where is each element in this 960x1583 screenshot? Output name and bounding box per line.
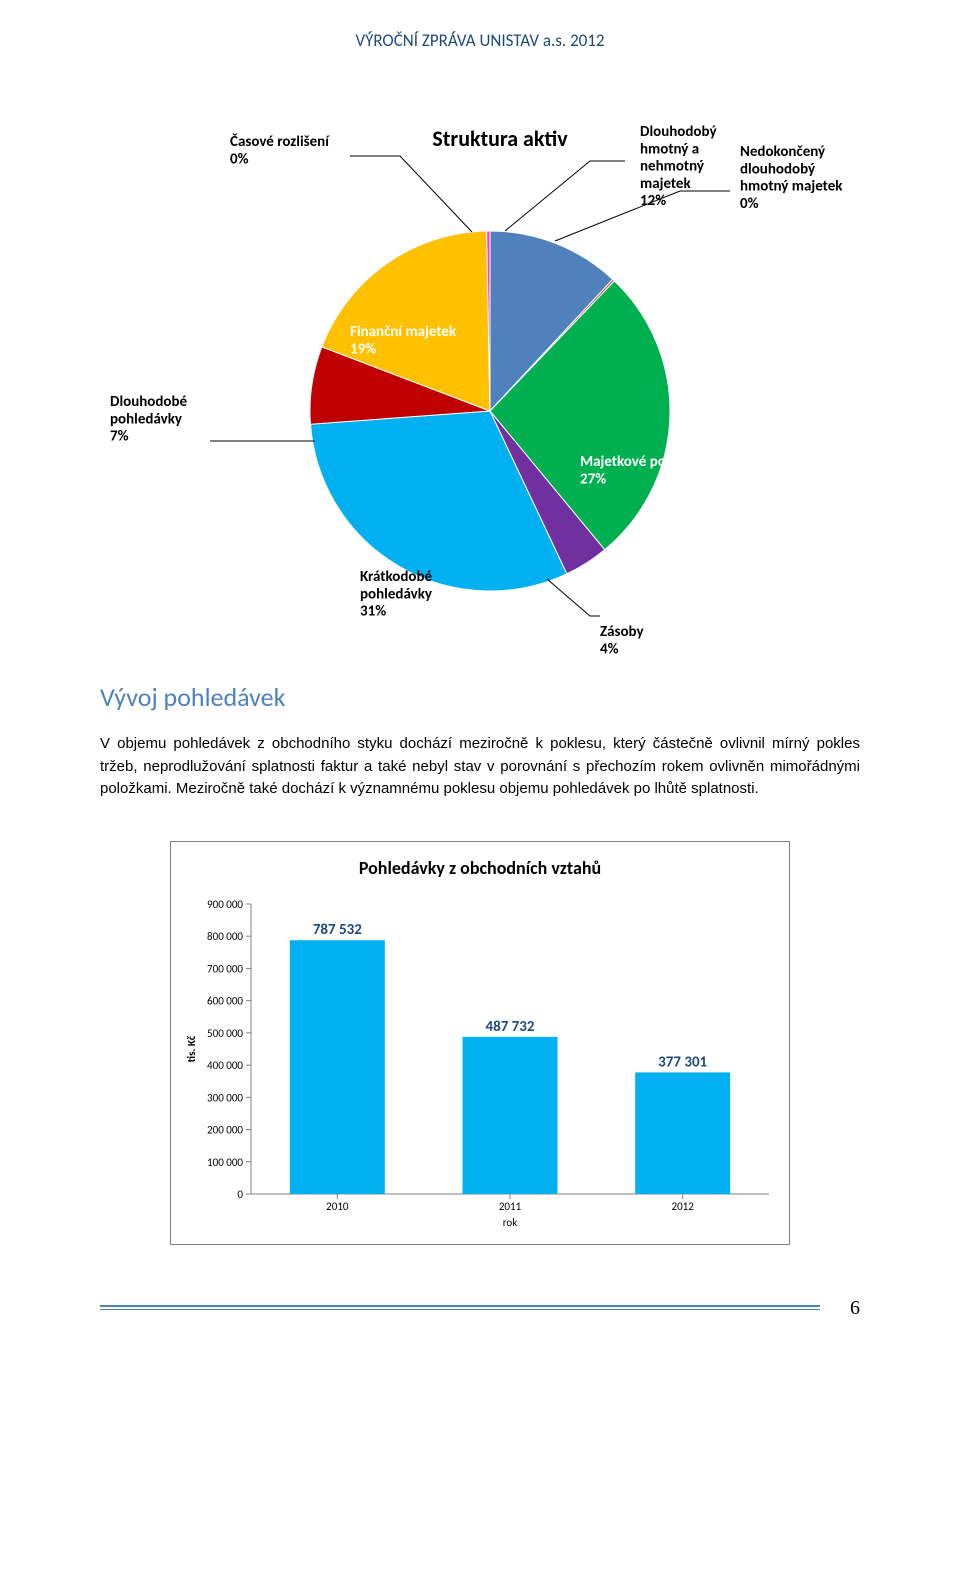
body-paragraph: V objemu pohledávek z obchodního styku d…	[100, 733, 860, 801]
y-tick-label: 600 000	[207, 994, 243, 1007]
bar-chart-title: Pohledávky z obchodních vztahů	[181, 857, 779, 879]
page-header: VÝROČNÍ ZPRÁVA UNISTAV a.s. 2012	[100, 30, 860, 51]
y-tick-label: 800 000	[207, 930, 243, 943]
y-tick-label: 100 000	[207, 1155, 243, 1168]
y-tick-label: 0	[237, 1188, 243, 1201]
bar-value-label: 787 532	[313, 921, 362, 939]
bar-value-label: 487 732	[485, 1017, 534, 1035]
pie-label: Dlouhodobépohledávky7%	[110, 393, 188, 446]
y-tick-label: 400 000	[207, 1059, 243, 1072]
y-tick-label: 700 000	[207, 962, 243, 975]
bar	[463, 1036, 558, 1193]
pie-chart: Struktura aktiv Dlouhodobýhmotný anehmotn…	[100, 111, 860, 671]
y-tick-label: 900 000	[207, 898, 243, 911]
page-number: 6	[850, 1297, 860, 1320]
pie-label: Časové rozlišení0%	[230, 132, 330, 168]
leader-line	[350, 156, 472, 232]
pie-label: Nedokončenýdlouhodobýhmotný majetek0%	[740, 143, 843, 213]
pie-svg: Struktura aktiv Dlouhodobýhmotný anehmotn…	[100, 111, 860, 671]
pie-label: Zásoby4%	[600, 623, 645, 658]
x-axis-label: rok	[503, 1216, 517, 1229]
x-tick-label: 2010	[326, 1200, 349, 1213]
y-tick-label: 300 000	[207, 1091, 243, 1104]
y-tick-label: 200 000	[207, 1123, 243, 1136]
page-footer: 6	[100, 1305, 860, 1310]
page: VÝROČNÍ ZPRÁVA UNISTAV a.s. 2012 Struktu…	[0, 0, 960, 1350]
section-heading: Vývoj pohledávek	[100, 681, 860, 713]
leader-line	[547, 579, 600, 616]
pie-title: Struktura aktiv	[432, 125, 568, 152]
bar-chart: Pohledávky z obchodních vztahů 0 100 000 2…	[170, 841, 790, 1245]
y-axis-label: tis. Kč	[185, 1035, 198, 1062]
bar	[290, 940, 385, 1194]
x-tick-label: 2011	[499, 1200, 522, 1213]
y-tick-label: 500 000	[207, 1026, 243, 1039]
x-tick-label: 2012	[672, 1200, 695, 1213]
bar-value-label: 377 301	[658, 1053, 707, 1071]
pie-label: Krátkodobépohledávky31%	[360, 568, 433, 621]
footer-rule	[100, 1305, 820, 1310]
pie-label: Dlouhodobýhmotný anehmotnýmajetek12%	[640, 123, 717, 210]
bar	[635, 1072, 730, 1194]
bar-svg: 0 100 000 200 000 300 000 400 000 500 000 600 …	[181, 894, 779, 1234]
